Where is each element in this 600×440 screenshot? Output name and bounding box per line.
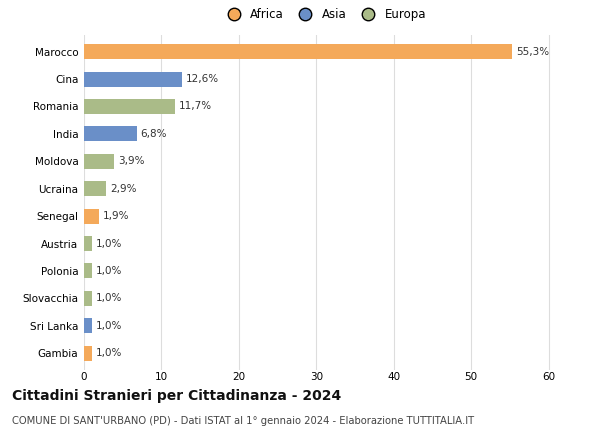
Bar — [84, 181, 106, 196]
Bar — [84, 318, 92, 333]
Text: COMUNE DI SANT'URBANO (PD) - Dati ISTAT al 1° gennaio 2024 - Elaborazione TUTTIT: COMUNE DI SANT'URBANO (PD) - Dati ISTAT … — [12, 416, 474, 426]
Legend: Africa, Asia, Europa: Africa, Asia, Europa — [217, 4, 431, 26]
Text: 1,0%: 1,0% — [95, 238, 122, 249]
Text: 3,9%: 3,9% — [118, 156, 145, 166]
Bar — [84, 291, 92, 306]
Bar — [84, 154, 114, 169]
Text: 1,0%: 1,0% — [95, 266, 122, 276]
Text: 1,9%: 1,9% — [103, 211, 129, 221]
Text: 1,0%: 1,0% — [95, 293, 122, 303]
Bar — [84, 264, 92, 279]
Text: 55,3%: 55,3% — [516, 47, 549, 57]
Bar — [84, 209, 99, 224]
Text: 1,0%: 1,0% — [95, 321, 122, 331]
Text: 2,9%: 2,9% — [110, 183, 137, 194]
Bar — [84, 99, 175, 114]
Bar — [84, 126, 137, 141]
Bar — [84, 72, 182, 87]
Bar — [84, 236, 92, 251]
Text: Cittadini Stranieri per Cittadinanza - 2024: Cittadini Stranieri per Cittadinanza - 2… — [12, 389, 341, 403]
Text: 6,8%: 6,8% — [140, 129, 167, 139]
Text: 12,6%: 12,6% — [185, 74, 218, 84]
Bar — [84, 44, 512, 59]
Bar — [84, 345, 92, 361]
Text: 11,7%: 11,7% — [178, 102, 212, 111]
Text: 1,0%: 1,0% — [95, 348, 122, 358]
